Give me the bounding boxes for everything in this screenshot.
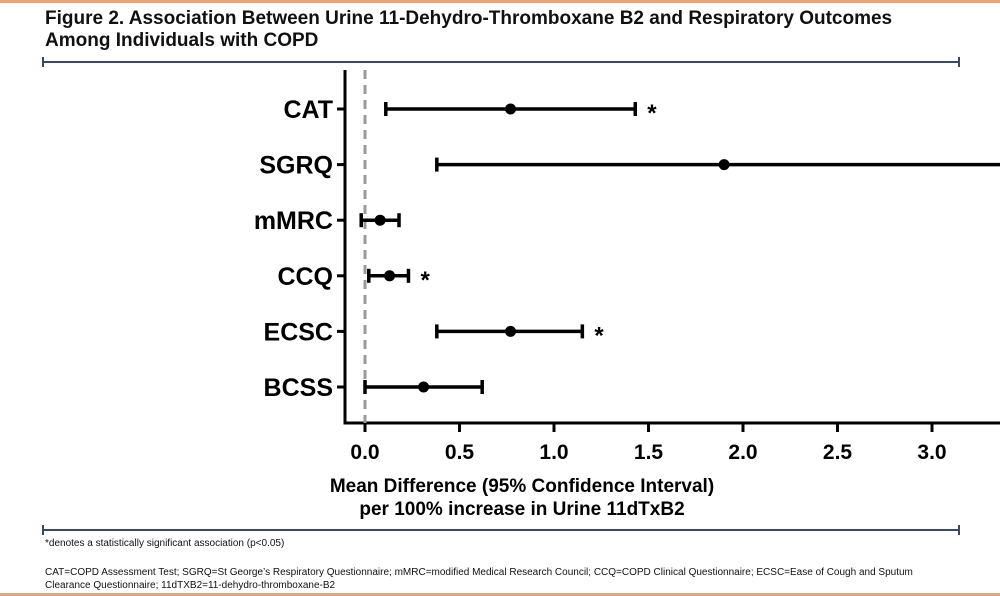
top-divider xyxy=(42,57,960,67)
x-tick-label: 0.0 xyxy=(350,441,379,464)
x-tick-label: 0.5 xyxy=(445,441,475,464)
estimate-point-sgrq xyxy=(718,159,730,171)
forest-plot: 0.00.51.01.52.02.53.03.5Mean Difference … xyxy=(254,70,1000,520)
estimate-point-ecsc xyxy=(505,325,517,337)
top-accent-bar xyxy=(0,0,1000,3)
bottom-accent-bar xyxy=(0,593,1000,596)
x-tick-label: 1.0 xyxy=(539,441,568,464)
estimate-point-cat xyxy=(505,103,517,115)
y-tick-label-ccq: CCQ xyxy=(277,263,333,291)
bottom-divider xyxy=(42,525,960,535)
x-axis-title-line-1: Mean Difference (95% Confidence Interval… xyxy=(330,476,714,497)
figure-title-line-1: Figure 2. Association Between Urine 11-D… xyxy=(45,8,893,29)
x-tick-label: 3.0 xyxy=(917,441,946,464)
significance-marker-ccq: * xyxy=(420,267,430,294)
x-axis-title-line-2: per 100% increase in Urine 11dTxB2 xyxy=(359,499,684,520)
x-tick-label: 2.5 xyxy=(823,441,853,464)
y-tick-label-mmrc: mMRC xyxy=(254,207,333,235)
figure-title: Figure 2. Association Between Urine 11-D… xyxy=(45,8,965,52)
y-tick-label-bcss: BCSS xyxy=(264,374,333,402)
y-tick-label-cat: CAT xyxy=(283,96,333,124)
significance-marker-ecsc: * xyxy=(594,322,604,349)
y-tick-label-sgrq: SGRQ xyxy=(259,152,333,180)
significance-footnote: *denotes a statistically significant ass… xyxy=(45,538,285,549)
x-tick-label: 2.0 xyxy=(728,441,757,464)
abbreviations-footnote: CAT=COPD Assessment Test; SGRQ=St George… xyxy=(45,567,913,591)
estimate-point-mmrc xyxy=(374,214,386,226)
significance-marker-cat: * xyxy=(647,100,657,127)
estimate-point-bcss xyxy=(418,381,430,393)
figure-title-line-2: Among Individuals with COPD xyxy=(45,30,319,51)
x-tick-label: 1.5 xyxy=(634,441,664,464)
y-tick-label-ecsc: ECSC xyxy=(264,318,333,346)
estimate-point-ccq xyxy=(384,270,396,282)
